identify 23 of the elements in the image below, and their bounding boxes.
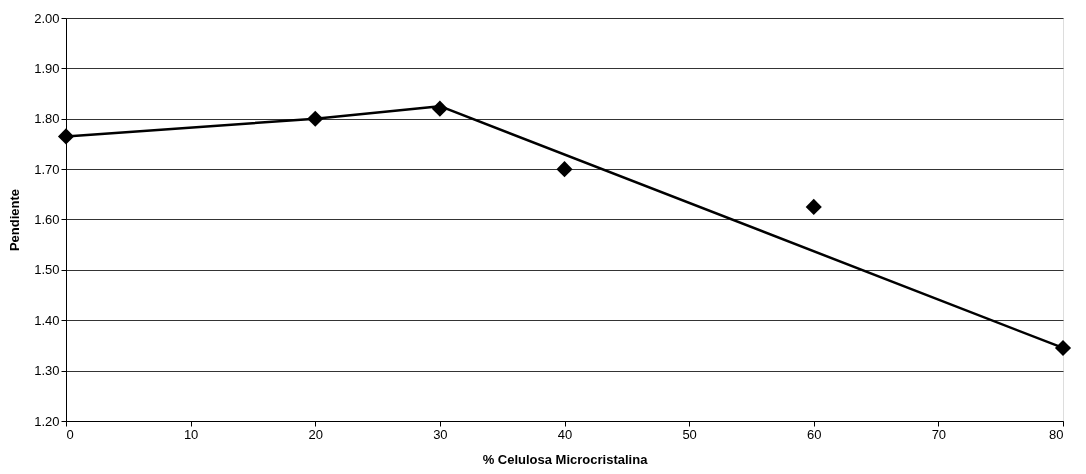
point [1054, 339, 1072, 357]
x-tick-label: 50 [682, 426, 697, 442]
x-tick-label: 80 [1049, 426, 1064, 442]
y-tick-label: 1.30 [34, 363, 60, 379]
x-axis-title: % Celulosa Microcristalina [482, 451, 649, 467]
y-axis-title: Pendiente [7, 188, 23, 252]
x-tick-label: 60 [807, 426, 822, 442]
y-tick-label: 2.00 [34, 10, 60, 26]
y-tick-label: 1.20 [34, 413, 60, 429]
x-tick-label: 70 [931, 426, 947, 442]
y-tick-label: 1.50 [34, 262, 60, 278]
y-tick-label: 1.40 [34, 312, 60, 328]
y-tick-label: 1.80 [34, 111, 60, 127]
y-tick-label: 1.90 [34, 60, 60, 76]
x-tick-label: 10 [183, 426, 199, 442]
point [805, 198, 822, 215]
x-tick-label: 30 [433, 426, 448, 442]
x-tick-label: 40 [557, 426, 573, 442]
point [556, 161, 573, 178]
y-tick-label: 1.60 [34, 212, 60, 227]
x-tick-label: 20 [308, 426, 323, 442]
y-tick-label: 1.70 [34, 161, 60, 177]
x-tick-label: 0 [66, 426, 74, 442]
